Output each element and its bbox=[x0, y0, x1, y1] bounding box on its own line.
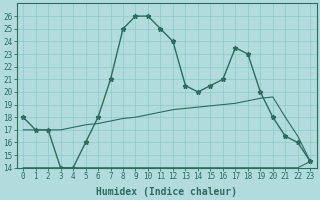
X-axis label: Humidex (Indice chaleur): Humidex (Indice chaleur) bbox=[96, 186, 237, 197]
